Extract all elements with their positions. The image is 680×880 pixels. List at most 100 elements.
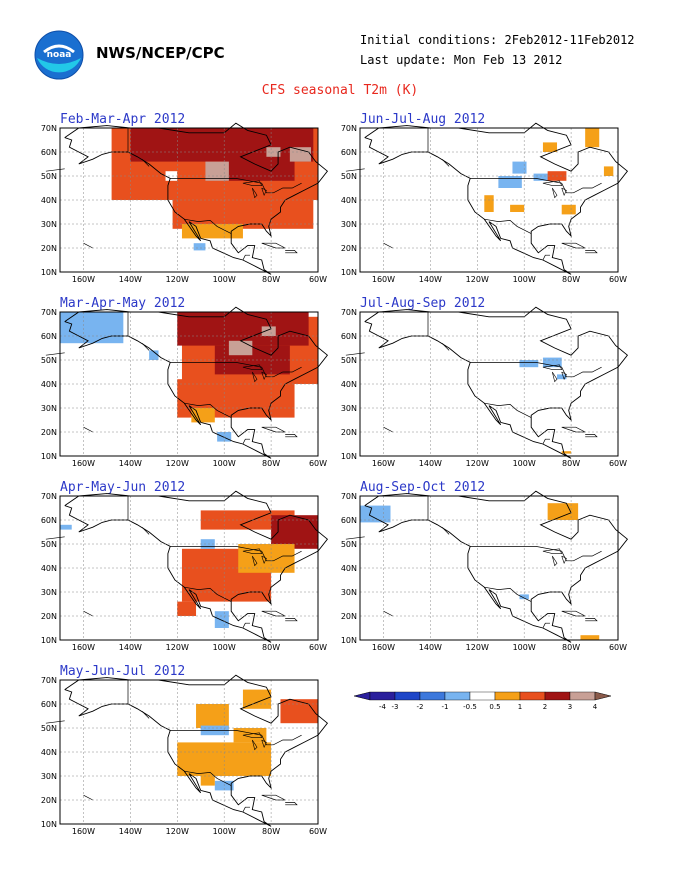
colorbar-segment <box>419 691 446 701</box>
map-frame <box>59 679 319 825</box>
lake <box>542 364 563 370</box>
border <box>170 546 302 562</box>
colorbar-label: 2 <box>543 703 547 711</box>
island <box>285 618 298 622</box>
lat-label: 70N <box>341 308 357 317</box>
anomaly-patch <box>196 704 229 728</box>
island <box>345 168 365 172</box>
map-frame <box>359 127 619 273</box>
lat-label: 70N <box>41 308 57 317</box>
lon-label: 100W <box>513 275 536 284</box>
lat-label: 60N <box>41 516 57 525</box>
lat-label: 60N <box>41 700 57 709</box>
lon-label: 100W <box>513 459 536 468</box>
lat-label: 50N <box>341 172 357 181</box>
lat-label: 10N <box>41 636 57 645</box>
border <box>542 254 550 261</box>
lon-label: 100W <box>213 459 236 468</box>
coastline <box>64 122 329 275</box>
island <box>261 794 286 801</box>
lat-label: 70N <box>41 492 57 501</box>
lake <box>252 187 258 199</box>
lon-label: 140W <box>419 643 442 652</box>
island <box>45 536 65 540</box>
lake <box>252 371 258 383</box>
lat-label: 20N <box>41 428 57 437</box>
island <box>585 618 598 622</box>
lat-label: 60N <box>41 148 57 157</box>
lon-label: 120W <box>166 275 189 284</box>
lon-label: 140W <box>119 275 142 284</box>
anomaly-patch <box>200 776 215 786</box>
lat-label: 70N <box>341 492 357 501</box>
island <box>561 610 586 617</box>
anomaly-patch <box>228 340 253 356</box>
lake <box>552 371 558 383</box>
border <box>242 622 250 629</box>
lat-label: 20N <box>41 796 57 805</box>
island <box>285 434 298 438</box>
border <box>484 218 532 234</box>
lake <box>542 548 563 554</box>
lat-label: 10N <box>41 268 57 277</box>
island <box>261 242 286 249</box>
lon-label: 120W <box>466 275 489 284</box>
initial-conditions: Initial conditions: 2Feb2012-11Feb2012 <box>360 33 635 47</box>
border <box>242 438 250 445</box>
lon-label: 140W <box>119 459 142 468</box>
border <box>470 178 602 194</box>
lon-label: 80W <box>562 643 580 652</box>
lat-label: 40N <box>41 564 57 573</box>
lake <box>261 739 267 748</box>
anomaly-patch <box>561 204 576 215</box>
island <box>261 426 286 433</box>
lon-label: 140W <box>419 275 442 284</box>
island <box>561 242 586 249</box>
lat-label: 50N <box>341 540 357 549</box>
border <box>484 586 532 602</box>
anomaly-patch <box>585 128 600 148</box>
colorbar-label: -3 <box>392 703 399 711</box>
anomaly-patch <box>177 601 197 616</box>
island <box>83 610 93 617</box>
map-panel: 70N 60N 50N 40N 30N 20N 10N 160W 140W 120W 100W 80W… <box>41 490 329 652</box>
lon-label: 60W <box>309 643 327 652</box>
anomaly-patch <box>557 374 567 380</box>
island <box>45 352 65 356</box>
border <box>184 218 232 234</box>
lon-label: 160W <box>72 643 95 652</box>
island <box>45 720 65 724</box>
island <box>141 158 150 167</box>
colorbar-segment <box>494 691 521 701</box>
lon-label: 80W <box>262 643 280 652</box>
lat-label: 40N <box>41 196 57 205</box>
lat-label: 30N <box>41 588 57 597</box>
colorbar-low-arrow <box>353 691 371 701</box>
anomaly-patch <box>519 360 539 368</box>
anomaly-patch <box>561 451 572 454</box>
lat-label: 50N <box>41 356 57 365</box>
island <box>83 242 93 249</box>
lon-label: 140W <box>119 827 142 836</box>
colorbar-label: 4 <box>593 703 598 711</box>
anomaly-patch <box>360 505 391 523</box>
lat-label: 40N <box>41 748 57 757</box>
border <box>170 730 302 746</box>
island <box>585 434 598 438</box>
colorbar-label: 3 <box>568 703 572 711</box>
main-title: CFS seasonal T2m (K) <box>261 83 419 98</box>
lat-label: 20N <box>41 612 57 621</box>
border <box>484 402 532 418</box>
island <box>383 426 393 433</box>
lake <box>252 739 258 751</box>
lat-label: 10N <box>341 452 357 461</box>
lake <box>242 732 263 738</box>
map-frame <box>359 495 619 641</box>
anomaly-patch <box>181 224 243 239</box>
anomaly-patch <box>542 142 558 152</box>
map-panel: 70N 60N 50N 40N 30N 20N 10N 160W 140W 120W 100W 80W… <box>41 306 329 468</box>
lon-label: 140W <box>419 459 442 468</box>
lake <box>261 555 267 564</box>
anomaly-patch <box>289 147 311 162</box>
lon-label: 160W <box>372 459 395 468</box>
